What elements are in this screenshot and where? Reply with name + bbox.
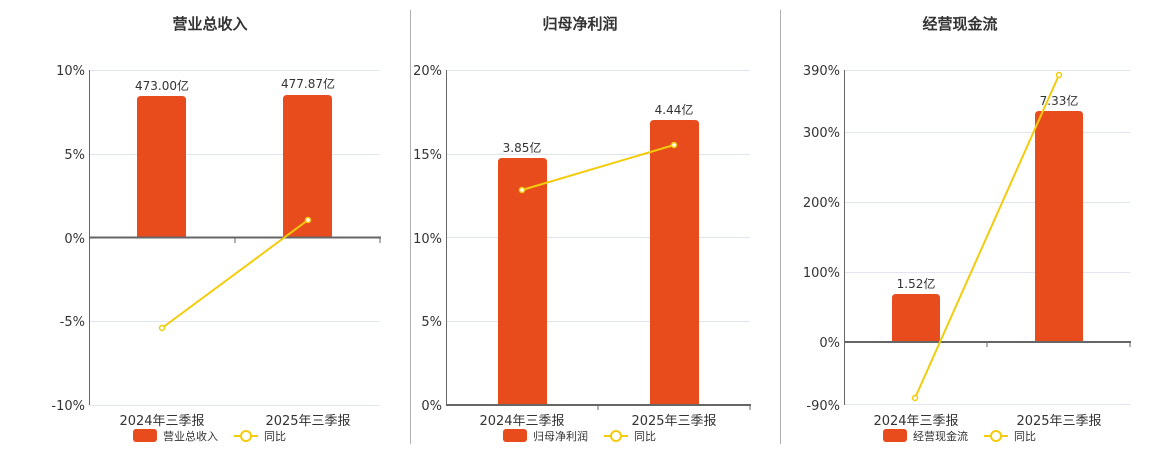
svg-text:5%: 5% <box>64 148 85 163</box>
y-axis-labels: 20% 15% 10% 5% 0% <box>413 64 442 414</box>
svg-text:0%: 0% <box>64 232 85 247</box>
svg-text:200%: 200% <box>803 196 840 211</box>
gridlines <box>446 70 750 322</box>
bar-2024[interactable] <box>498 158 547 405</box>
yoy-point[interactable] <box>304 216 312 224</box>
y-axis-labels: 390% 300% 200% 100% 0% -90% <box>803 64 840 414</box>
yoy-point[interactable] <box>518 186 526 194</box>
legend-line-icon <box>610 430 622 442</box>
legend-bar-swatch <box>503 429 527 442</box>
legend-line-icon <box>240 430 252 442</box>
legend-bar-label: 归母净利润 <box>533 429 588 443</box>
svg-text:-10%: -10% <box>51 399 85 414</box>
yoy-point[interactable] <box>911 394 919 402</box>
svg-text:1.52亿: 1.52亿 <box>897 276 936 291</box>
svg-text:300%: 300% <box>803 126 840 141</box>
legend-bar-swatch <box>883 429 907 442</box>
legend-line-label: 同比 <box>634 430 656 443</box>
panel-divider-2 <box>780 10 781 444</box>
legend-line-label: 同比 <box>264 430 286 443</box>
yoy-line <box>521 144 675 191</box>
yoy-point[interactable] <box>158 324 166 332</box>
svg-text:2024年三季报: 2024年三季报 <box>873 414 958 429</box>
svg-text:2024年三季报: 2024年三季报 <box>119 414 204 429</box>
svg-text:2024年三季报: 2024年三季报 <box>479 414 564 429</box>
legend-bar-label: 经营现金流 <box>913 429 968 443</box>
legend[interactable]: 经营现金流 同比 <box>883 429 1036 443</box>
chart-operating-cash-flow: 经营现金流 390% 300% 200% 100% 0% -90% 1.52亿 … <box>803 15 1131 443</box>
svg-text:2025年三季报: 2025年三季报 <box>265 414 350 429</box>
svg-text:-5%: -5% <box>60 315 85 330</box>
svg-text:-90%: -90% <box>806 399 840 414</box>
legend[interactable]: 归母净利润 同比 <box>503 429 656 443</box>
y-axis-labels: 10% 5% 0% -5% -10% <box>51 64 85 414</box>
svg-text:10%: 10% <box>413 232 442 247</box>
bar-labels: 3.85亿 4.44亿 <box>503 102 694 155</box>
svg-text:2025年三季报: 2025年三季报 <box>631 414 716 429</box>
svg-text:15%: 15% <box>413 148 442 163</box>
svg-text:473.00亿: 473.00亿 <box>135 78 189 93</box>
bar-2025[interactable] <box>283 95 332 238</box>
svg-text:2025年三季报: 2025年三季报 <box>1016 414 1101 429</box>
chart-title: 归母净利润 <box>542 15 617 33</box>
svg-text:3.85亿: 3.85亿 <box>503 140 542 155</box>
panel-divider-1 <box>410 10 411 444</box>
yoy-point[interactable] <box>1055 71 1063 79</box>
bar-2024[interactable] <box>137 96 186 238</box>
legend-bar-swatch <box>133 429 157 442</box>
chart-net-profit: 归母净利润 20% 15% 10% 5% 0% 3.85亿 4.44亿 2024… <box>413 15 751 443</box>
chart-revenue: 营业总收入 10% 5% 0% -5% -10% 473.00亿 477.87亿… <box>51 15 381 443</box>
bar-2025[interactable] <box>1035 111 1083 342</box>
svg-text:5%: 5% <box>421 315 442 330</box>
legend-line-label: 同比 <box>1014 430 1036 443</box>
bar-2025[interactable] <box>650 120 699 405</box>
legend-line-icon <box>990 430 1002 442</box>
svg-text:390%: 390% <box>803 64 840 79</box>
chart-title: 经营现金流 <box>922 15 997 33</box>
chart-title: 营业总收入 <box>172 15 247 33</box>
x-axis-labels: 2024年三季报 2025年三季报 <box>873 414 1101 429</box>
svg-text:10%: 10% <box>56 64 85 79</box>
bar-2024[interactable] <box>892 294 940 342</box>
legend[interactable]: 营业总收入 同比 <box>133 429 286 443</box>
yoy-point[interactable] <box>670 141 678 149</box>
yoy-line <box>914 74 1060 399</box>
svg-text:0%: 0% <box>421 399 442 414</box>
x-axis-labels: 2024年三季报 2025年三季报 <box>119 414 350 429</box>
bar-labels: 473.00亿 477.87亿 <box>135 76 335 93</box>
svg-text:100%: 100% <box>803 266 840 281</box>
svg-text:477.87亿: 477.87亿 <box>281 76 335 91</box>
x-axis-labels: 2024年三季报 2025年三季报 <box>479 414 716 429</box>
yoy-line <box>161 219 309 329</box>
svg-text:0%: 0% <box>819 336 840 351</box>
legend-bar-label: 营业总收入 <box>163 429 218 443</box>
svg-text:4.44亿: 4.44亿 <box>655 102 694 117</box>
svg-text:20%: 20% <box>413 64 442 79</box>
